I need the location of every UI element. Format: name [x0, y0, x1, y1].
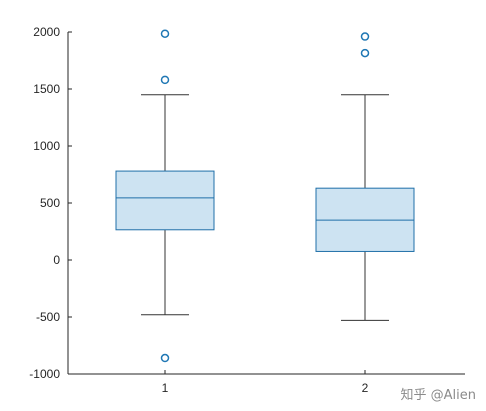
outlier-point: [360, 32, 370, 41]
outlier-point: [360, 48, 370, 58]
outlier-point: [160, 353, 170, 363]
x-tick-label: 1: [162, 381, 169, 395]
y-tick-label: 500: [40, 196, 60, 210]
y-tick-label: 1000: [33, 139, 60, 153]
plot-area: [115, 29, 415, 363]
iqr-box: [115, 170, 215, 231]
y-tick-label: -500: [36, 310, 60, 324]
y-tick-label: 0: [53, 253, 60, 267]
watermark: 知乎 @Alien: [400, 388, 477, 403]
outlier-point: [160, 29, 170, 38]
axes: -1000 -500 0 500 1000 1500 2000 1 2: [29, 25, 465, 395]
x-tick-label: 2: [362, 381, 369, 395]
box-group-2: [315, 32, 415, 321]
y-tick-label: 1500: [33, 82, 60, 96]
box-group-1: [115, 29, 215, 363]
y-tick-label: -1000: [29, 367, 60, 381]
y-tick-label: 2000: [33, 25, 60, 39]
outlier-point: [160, 75, 170, 85]
